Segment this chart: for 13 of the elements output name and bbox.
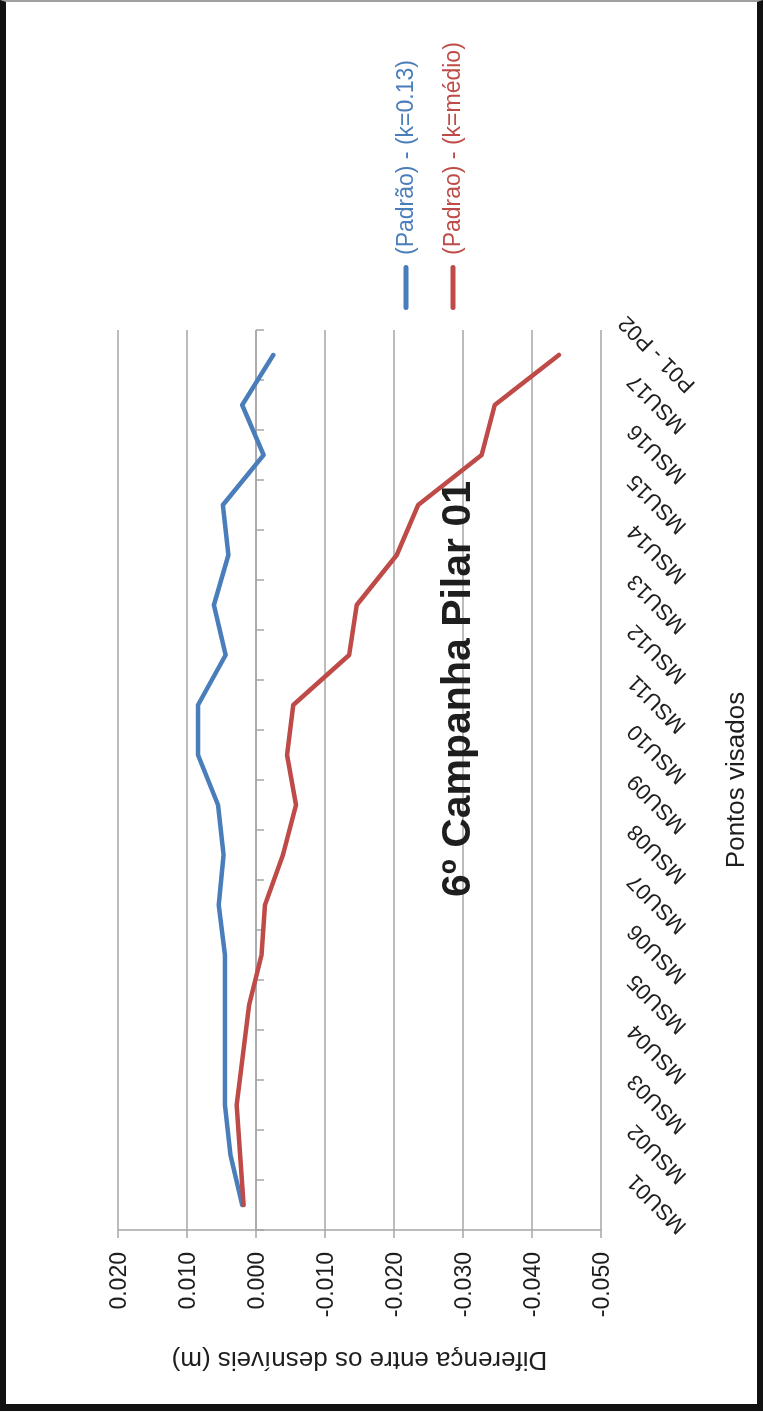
x-tick-label: -0.050: [588, 1252, 615, 1318]
x-tick-label: 0.010: [174, 1252, 201, 1310]
text: (Padrao) - (k=médio): [439, 42, 466, 255]
y-axis-title: Pontos visados: [720, 691, 750, 869]
x-tick-label: -0.030: [450, 1252, 477, 1318]
x-tick-label: -0.020: [381, 1252, 408, 1318]
x-tick-label: -0.040: [519, 1252, 546, 1318]
text: (Padrão) - (k=0.13): [392, 60, 419, 255]
x-tick-label: 0.000: [243, 1252, 270, 1310]
x-tick-label: -0.010: [312, 1252, 339, 1318]
x-tick-label: 0.020: [105, 1252, 132, 1310]
text: 6º Campanha Pilar 01: [432, 480, 480, 900]
x-axis-title: Diferença entre os desníveis (m): [171, 1346, 548, 1376]
